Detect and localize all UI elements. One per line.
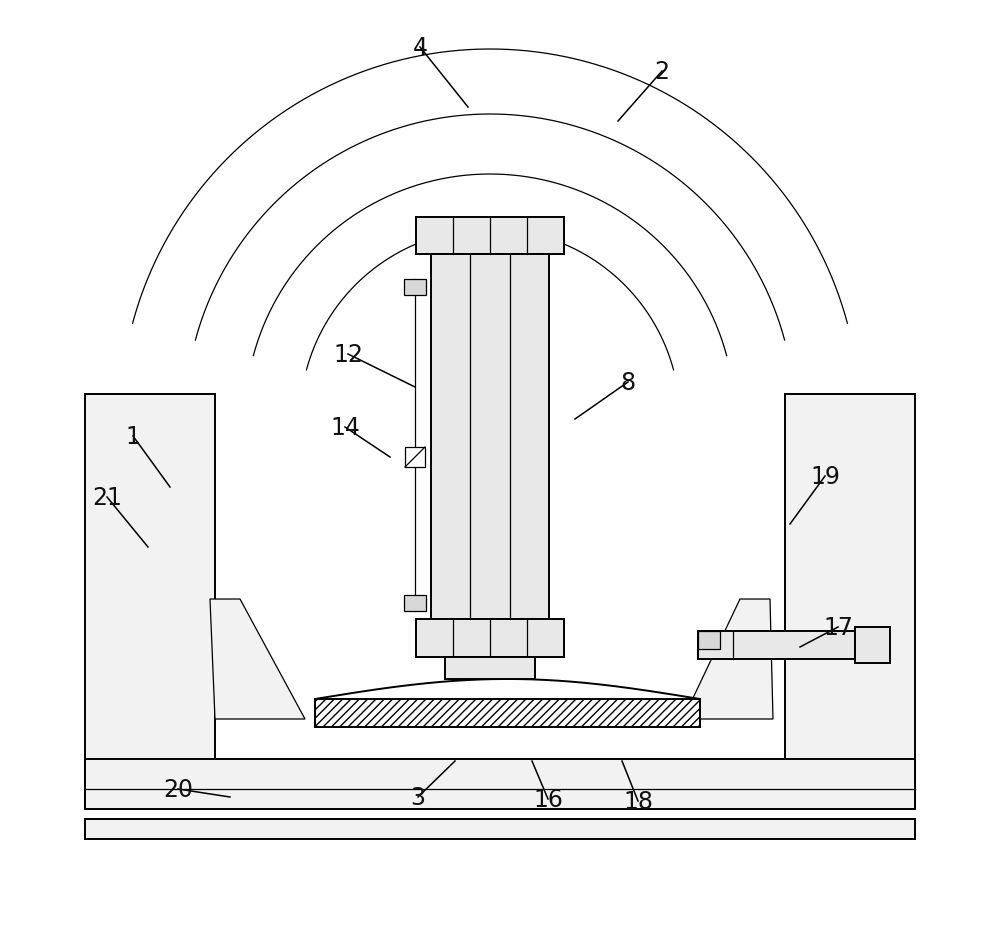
Text: 19: 19 bbox=[810, 464, 840, 488]
Bar bbox=[785, 395, 915, 809]
Text: 2: 2 bbox=[654, 59, 670, 84]
Bar bbox=[405, 447, 425, 467]
Bar bbox=[404, 279, 426, 295]
Polygon shape bbox=[210, 599, 305, 719]
Bar bbox=[431, 255, 549, 619]
Text: 17: 17 bbox=[823, 615, 853, 639]
Bar bbox=[315, 700, 700, 727]
Text: 1: 1 bbox=[126, 425, 140, 448]
Polygon shape bbox=[683, 599, 773, 719]
Bar bbox=[85, 395, 215, 809]
Text: 4: 4 bbox=[413, 36, 428, 59]
Bar bbox=[404, 596, 426, 612]
Bar bbox=[855, 628, 890, 664]
Bar bbox=[698, 632, 720, 649]
Text: 18: 18 bbox=[623, 789, 653, 813]
Bar bbox=[698, 632, 855, 659]
Bar bbox=[85, 819, 915, 839]
Text: 14: 14 bbox=[330, 415, 360, 440]
Bar bbox=[416, 619, 564, 657]
Text: 20: 20 bbox=[163, 777, 193, 801]
Bar bbox=[445, 657, 535, 680]
Text: 8: 8 bbox=[620, 371, 636, 395]
Bar bbox=[416, 218, 564, 255]
Text: 16: 16 bbox=[533, 787, 563, 811]
Text: 21: 21 bbox=[92, 485, 122, 510]
Text: 3: 3 bbox=[411, 785, 426, 809]
Text: 12: 12 bbox=[333, 343, 363, 366]
Bar bbox=[85, 759, 915, 809]
